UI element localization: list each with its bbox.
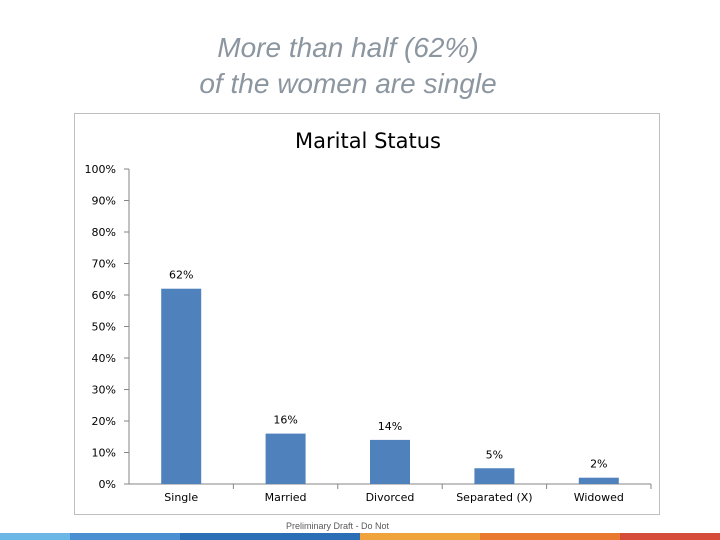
y-tick-label: 50%	[92, 321, 116, 334]
footer-stripe	[360, 533, 480, 540]
x-tick-label: Widowed	[574, 491, 624, 504]
footer-note: Preliminary Draft - Do Not	[286, 521, 390, 531]
chart-frame: Marital Status 0% 10% 20% 30% 40% 50% 60% 70% 80%…	[74, 113, 660, 515]
footer-stripe	[620, 533, 720, 540]
y-tick-label: 0%	[99, 478, 116, 491]
y-tick-label: 30%	[92, 384, 116, 397]
footer-stripe	[480, 533, 620, 540]
chart-title: Marital Status	[295, 129, 441, 153]
y-tick-label: 40%	[92, 352, 116, 365]
data-label: 14%	[378, 420, 402, 433]
bar-separated-x	[474, 468, 515, 484]
bar-widowed	[578, 477, 619, 484]
slide-title: More than half (62%) of the women are si…	[0, 30, 696, 102]
y-tick-label: 100%	[85, 163, 116, 176]
footer-stripe	[0, 533, 70, 540]
data-label: 62%	[169, 269, 193, 282]
y-tick-label: 20%	[92, 415, 116, 428]
bar-married	[265, 433, 306, 484]
data-label: 2%	[590, 458, 607, 471]
x-tick-label: Single	[164, 491, 198, 504]
y-tick-label: 70%	[92, 258, 116, 271]
y-tick-label: 10%	[92, 447, 116, 460]
y-tick-label: 80%	[92, 226, 116, 239]
footer-stripe	[180, 533, 360, 540]
slide-title-line-2: of the women are single	[199, 68, 497, 99]
bar-single	[161, 288, 202, 484]
footer-stripe	[70, 533, 180, 540]
x-tick-label: Divorced	[366, 491, 415, 504]
data-label: 16%	[273, 414, 297, 427]
footer-color-bar	[0, 533, 720, 540]
slide-title-line-1: More than half (62%)	[217, 32, 479, 63]
y-tick-label: 90%	[92, 195, 116, 208]
x-tick-label: Separated (X)	[456, 491, 532, 504]
data-label: 5%	[486, 448, 503, 461]
x-tick-label: Married	[265, 491, 307, 504]
bar-chart: Marital Status 0% 10% 20% 30% 40% 50% 60% 70% 80%…	[85, 129, 652, 504]
bar-divorced	[370, 439, 410, 484]
y-tick-label: 60%	[92, 289, 116, 302]
